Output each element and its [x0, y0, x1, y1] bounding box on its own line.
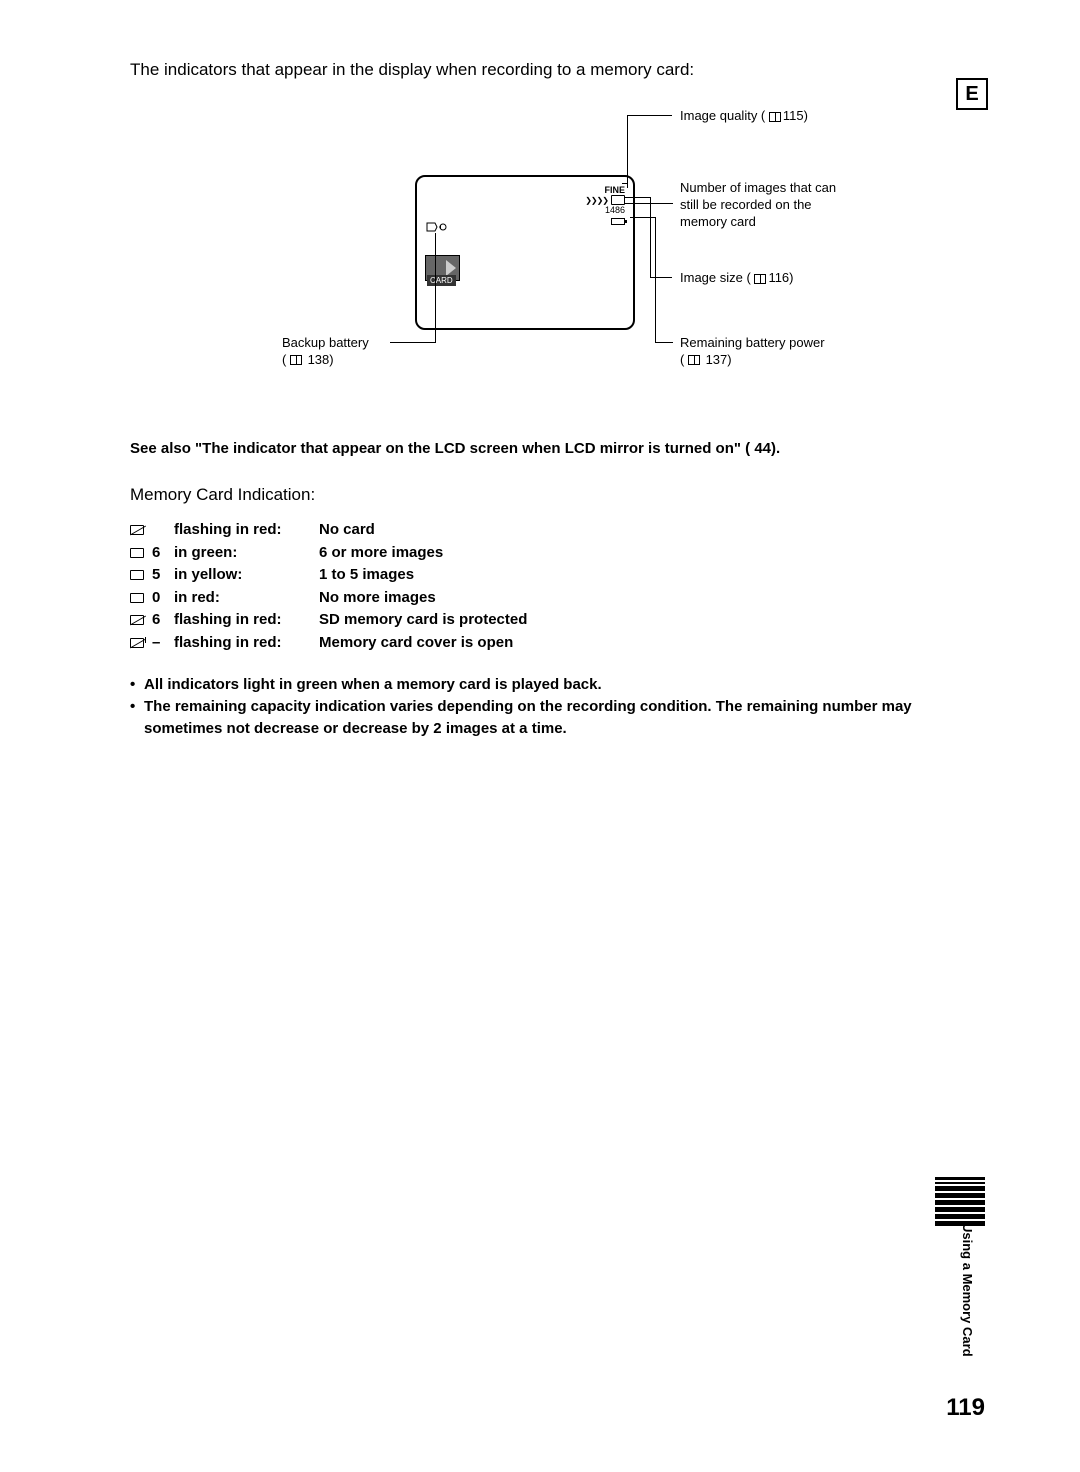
fine-label: FINE: [585, 185, 625, 195]
indicator-status: in red:: [174, 587, 319, 610]
indicator-row: flashing in red:No card: [130, 519, 985, 542]
bullet-list: •All indicators light in green when a me…: [130, 674, 985, 739]
remaining-battery-callout: Remaining battery power ( 137): [680, 335, 825, 369]
image-size-callout: Image size ( 116): [680, 270, 794, 287]
indicator-number: 0: [152, 587, 174, 610]
book-icon: [290, 355, 302, 365]
indicator-number: 5: [152, 564, 174, 587]
bullet-text: All indicators light in green when a mem…: [144, 674, 602, 696]
indicator-number: 6: [152, 542, 174, 565]
chevrons-icon: ❯❯❯❯: [585, 196, 608, 205]
side-label: Using a Memory Card: [960, 1223, 975, 1357]
page-number: 119: [946, 1394, 985, 1422]
indicator-row: 5in yellow:1 to 5 images: [130, 564, 985, 587]
indicator-list: flashing in red:No card6in green:6 or mo…: [130, 519, 985, 654]
indicator-row: 0in red:No more images: [130, 587, 985, 610]
indicator-icon: [130, 542, 152, 565]
indicator-status: flashing in red:: [174, 609, 319, 632]
card-small-icon: [611, 195, 625, 205]
image-quality-callout: Image quality ( 115): [680, 108, 808, 125]
indicator-status: flashing in red:: [174, 519, 319, 542]
book-icon: [754, 274, 766, 284]
number-display: 1486: [585, 205, 625, 215]
indicator-icon: [130, 587, 152, 610]
bullet-text: The remaining capacity indication varies…: [144, 696, 985, 740]
bullet-item: •The remaining capacity indication varie…: [130, 696, 985, 740]
display-inner-text: FINE ❯❯❯❯ 1486: [585, 185, 625, 227]
indicator-status: flashing in red:: [174, 632, 319, 655]
bullet-dot: •: [130, 696, 144, 740]
book-icon: [769, 112, 781, 122]
indicator-status: in yellow:: [174, 564, 319, 587]
language-badge: E: [956, 78, 988, 110]
indicator-number: [152, 519, 174, 542]
backup-battery-callout: Backup battery ( 138): [282, 335, 369, 369]
indicator-icon: [130, 564, 152, 587]
indicator-description: Memory card cover is open: [319, 632, 513, 655]
display-diagram: FINE ❯❯❯❯ 1486 CARD Image quality ( 11: [250, 110, 950, 410]
display-box: FINE ❯❯❯❯ 1486 CARD: [415, 175, 635, 330]
indicator-row: 6flashing in red:SD memory card is prote…: [130, 609, 985, 632]
indicator-description: No card: [319, 519, 375, 542]
indicator-description: SD memory card is protected: [319, 609, 527, 632]
indicator-status: in green:: [174, 542, 319, 565]
bullet-item: •All indicators light in green when a me…: [130, 674, 985, 696]
indicator-icon: [130, 609, 152, 632]
indicator-description: No more images: [319, 587, 436, 610]
book-icon: [688, 355, 700, 365]
tape-icon: [425, 220, 455, 232]
indicator-number: –: [152, 632, 174, 655]
memory-card-heading: Memory Card Indication:: [130, 485, 985, 505]
indicator-icon: [130, 632, 152, 655]
indicator-icon: [130, 519, 152, 542]
indicator-description: 1 to 5 images: [319, 564, 414, 587]
indicator-number: 6: [152, 609, 174, 632]
indicator-row: 6in green:6 or more images: [130, 542, 985, 565]
indicator-row: –flashing in red:Memory card cover is op…: [130, 632, 985, 655]
battery-icon: [611, 218, 625, 225]
card-label: CARD: [427, 275, 456, 286]
intro-text: The indicators that appear in the displa…: [130, 60, 985, 80]
num-images-callout: Number of images that can still be recor…: [680, 180, 855, 231]
see-also-text: See also "The indicator that appear on t…: [130, 440, 985, 457]
indicator-description: 6 or more images: [319, 542, 443, 565]
bullet-dot: •: [130, 674, 144, 696]
